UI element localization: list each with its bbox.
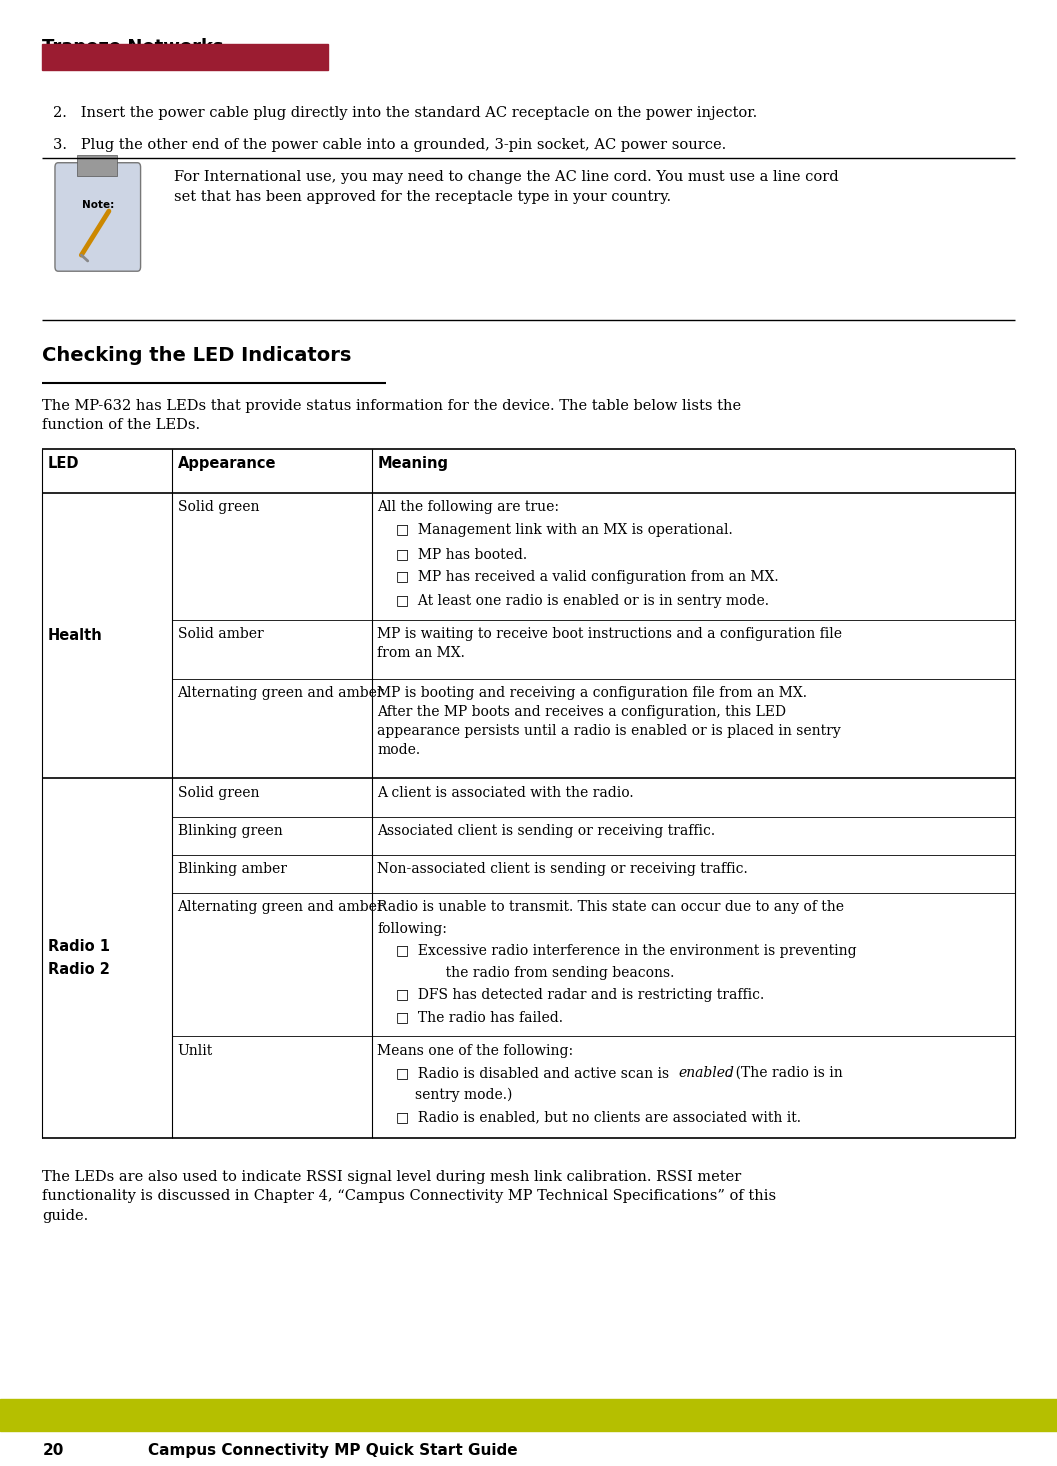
Text: Associated client is sending or receiving traffic.: Associated client is sending or receivin… [377,824,716,839]
Text: Solid green: Solid green [178,500,259,515]
Bar [77,155,117,176]
Text: □  MP has received a valid configuration from an MX.: □ MP has received a valid configuration … [396,570,779,585]
Text: The MP-632 has LEDs that provide status information for the device. The table be: The MP-632 has LEDs that provide status … [42,399,741,432]
Text: enabled: enabled [679,1066,734,1080]
Text: Meaning: Meaning [377,456,448,471]
Text: following:: following: [377,922,447,937]
Text: The LEDs are also used to indicate RSSI signal level during mesh link calibratio: The LEDs are also used to indicate RSSI … [42,1170,777,1223]
Text: □  Excessive radio interference in the environment is preventing: □ Excessive radio interference in the en… [396,944,857,959]
Text: Means one of the following:: Means one of the following: [377,1044,574,1058]
Bar [42,44,328,70]
Text: Unlit: Unlit [178,1044,212,1058]
Text: . (The radio is in: . (The radio is in [727,1066,843,1080]
Text: Non-associated client is sending or receiving traffic.: Non-associated client is sending or rece… [377,862,748,877]
Text: Blinking amber: Blinking amber [178,862,286,877]
Text: sentry mode.): sentry mode.) [415,1088,513,1102]
Text: Campus Connectivity MP Quick Start Guide: Campus Connectivity MP Quick Start Guide [148,1443,518,1457]
Text: Radio 1
Radio 2: Radio 1 Radio 2 [48,940,110,976]
Text: MP is booting and receiving a configuration file from an MX.
After the MP boots : MP is booting and receiving a configurat… [377,686,841,756]
Text: Alternating green and amber: Alternating green and amber [178,686,384,701]
Text: For International use, you may need to change the AC line cord. You must use a l: For International use, you may need to c… [174,170,839,204]
Text: Alternating green and amber: Alternating green and amber [178,900,384,915]
Text: Radio is unable to transmit. This state can occur due to any of the: Radio is unable to transmit. This state … [377,900,845,915]
Text: □  MP has booted.: □ MP has booted. [396,547,527,561]
Text: □  The radio has failed.: □ The radio has failed. [396,1010,563,1025]
Text: MP is waiting to receive boot instructions and a configuration file
from an MX.: MP is waiting to receive boot instructio… [377,627,842,660]
Text: A client is associated with the radio.: A client is associated with the radio. [377,786,634,800]
Text: □  Radio is enabled, but no clients are associated with it.: □ Radio is enabled, but no clients are a… [396,1110,801,1124]
Text: □  Management link with an MX is operational.: □ Management link with an MX is operatio… [396,523,734,538]
Text: □  Radio is disabled and active scan is: □ Radio is disabled and active scan is [396,1066,674,1080]
Text: the radio from sending beacons.: the radio from sending beacons. [415,966,674,981]
Text: 2.   Insert the power cable plug directly into the standard AC receptacle on the: 2. Insert the power cable plug directly … [53,106,757,120]
Text: Health: Health [48,627,103,644]
Text: LED: LED [48,456,79,471]
Bar [0,1399,1057,1431]
Text: Appearance: Appearance [178,456,276,471]
Text: □  DFS has detected radar and is restricting traffic.: □ DFS has detected radar and is restrict… [396,988,764,1003]
Text: Blinking green: Blinking green [178,824,282,839]
Text: 3.   Plug the other end of the power cable into a grounded, 3-pin socket, AC pow: 3. Plug the other end of the power cable… [53,138,726,152]
Text: Solid amber: Solid amber [178,627,263,642]
Text: Solid green: Solid green [178,786,259,800]
Text: Checking the LED Indicators: Checking the LED Indicators [42,346,352,365]
Text: All the following are true:: All the following are true: [377,500,559,515]
Text: 20: 20 [42,1443,63,1457]
Text: Note:: Note: [81,199,114,210]
Text: □  At least one radio is enabled or is in sentry mode.: □ At least one radio is enabled or is in… [396,594,769,608]
FancyBboxPatch shape [55,163,141,271]
Text: Trapeze Networks: Trapeze Networks [42,38,224,56]
